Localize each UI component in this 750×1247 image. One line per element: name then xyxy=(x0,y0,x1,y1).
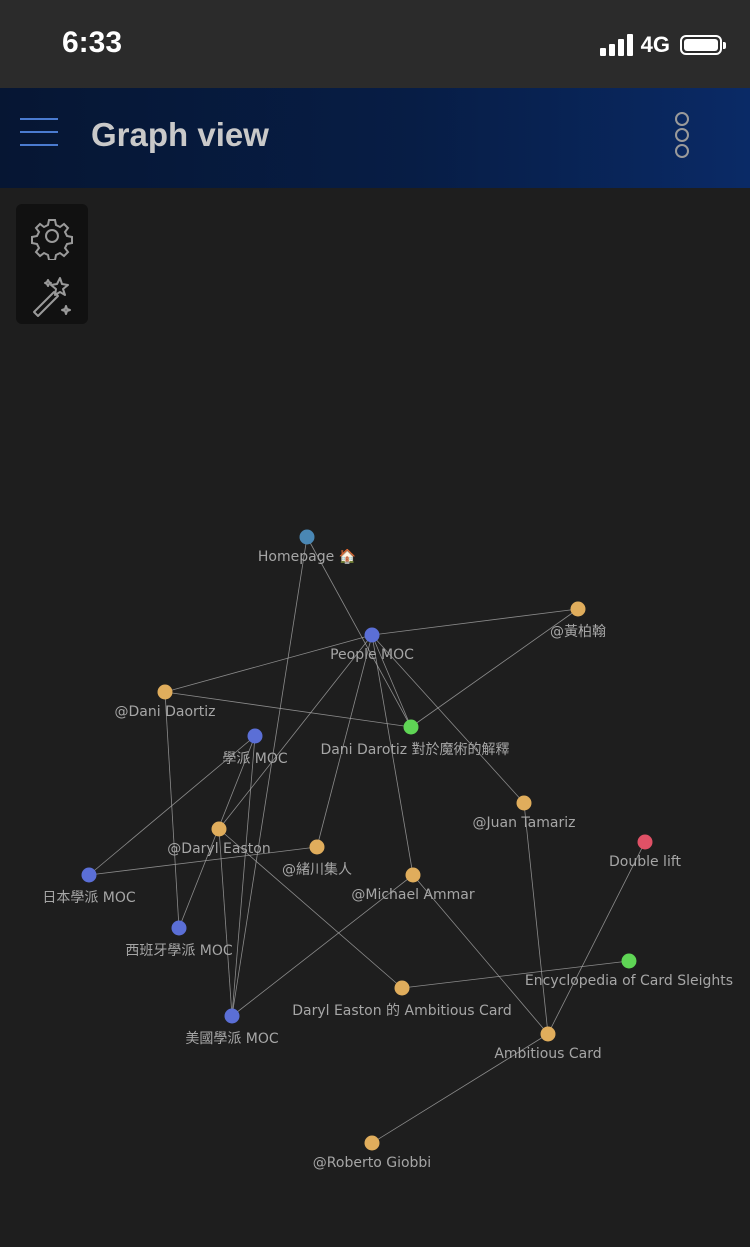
graph-node-label: Daryl Easton 的 Ambitious Card xyxy=(292,1003,512,1019)
graph-canvas[interactable]: Homepage 🏠 People MOC @黃柏翰 @Dani Daortiz Dan… xyxy=(0,188,750,1247)
graph-toolbox xyxy=(16,204,88,324)
status-indicators: 4G xyxy=(599,30,726,60)
graph-node-darotiz[interactable] xyxy=(403,719,419,735)
graph-edge xyxy=(371,634,525,804)
graph-node-ogawa[interactable] xyxy=(309,839,325,855)
graph-node-label: Dani Darotiz 對於魔術的解釋 xyxy=(320,742,510,758)
graph-node-japan[interactable] xyxy=(81,867,97,883)
graph-node-usa[interactable] xyxy=(224,1008,240,1024)
graph-node-huang[interactable] xyxy=(570,601,586,617)
graph-nodes xyxy=(81,529,653,1151)
graph-node-encyclopedia[interactable] xyxy=(621,953,637,969)
graph-node-xuepai[interactable] xyxy=(247,728,263,744)
graph-node-daortiz[interactable] xyxy=(157,684,173,700)
graph-edge xyxy=(306,536,412,728)
graph-node-doublelift[interactable] xyxy=(637,834,653,850)
graph-edge xyxy=(371,1033,549,1144)
graph-node-easton_ac[interactable] xyxy=(394,980,410,996)
graph-node-ambitious[interactable] xyxy=(540,1026,556,1042)
graph-node-label: @Roberto Giobbi xyxy=(312,1155,432,1171)
network-type: 4G xyxy=(640,32,670,57)
graph-node-label: 日本學派 MOC xyxy=(42,890,136,906)
graph-edge xyxy=(218,828,233,1017)
vertical-dots-icon[interactable] xyxy=(668,110,696,166)
graph-node-homepage[interactable] xyxy=(299,529,315,545)
graph-edge xyxy=(164,634,373,693)
graph-node-label: Double lift xyxy=(608,854,682,870)
graph-node-giobbi[interactable] xyxy=(364,1135,380,1151)
graph-node-people[interactable] xyxy=(364,627,380,643)
graph-node-label: 美國學派 MOC xyxy=(185,1031,279,1047)
graph-edge xyxy=(231,874,414,1017)
graph-node-label: Homepage 🏠 xyxy=(257,549,357,565)
graph-edge xyxy=(523,802,549,1035)
status-time: 6:33 xyxy=(62,26,123,59)
graph-edge xyxy=(164,691,180,929)
graph-node-label: @黃柏翰 xyxy=(550,624,606,640)
graph-edge xyxy=(410,608,579,728)
status-bar: 6:33 4G xyxy=(0,0,750,88)
graph-edge xyxy=(231,536,308,1017)
graph-node-label: @Juan Tamariz xyxy=(472,815,576,831)
graph-edge xyxy=(88,735,256,876)
graph-node-tamariz[interactable] xyxy=(516,795,532,811)
graph-edge xyxy=(88,846,318,876)
gear-icon[interactable] xyxy=(28,212,76,261)
graph-node-label: People MOC xyxy=(330,647,414,663)
graph-svg[interactable] xyxy=(0,188,750,1247)
graph-node-ammar[interactable] xyxy=(405,867,421,883)
battery-icon xyxy=(680,35,726,55)
graph-edge xyxy=(316,634,373,848)
hamburger-menu-icon[interactable] xyxy=(20,118,60,148)
graph-edge xyxy=(371,634,412,728)
graph-edge xyxy=(371,608,579,636)
graph-node-label: 學派 MOC xyxy=(222,751,288,767)
graph-edge xyxy=(412,874,549,1035)
magic-wand-icon[interactable] xyxy=(28,272,76,320)
graph-node-label: @Daryl Easton xyxy=(167,841,271,857)
graph-node-easton[interactable] xyxy=(211,821,227,837)
graph-edge xyxy=(164,691,412,728)
graph-node-label: Encyclopedia of Card Sleights xyxy=(524,973,734,989)
graph-node-label: 西班牙學派 MOC xyxy=(125,943,233,959)
graph-edge xyxy=(401,960,630,989)
app-header: Graph view xyxy=(0,88,750,188)
graph-edge xyxy=(231,735,256,1017)
graph-node-label: @緒川集人 xyxy=(282,862,352,878)
graph-node-label: Ambitious Card xyxy=(494,1046,602,1062)
page-title: Graph view xyxy=(91,116,269,153)
graph-edge xyxy=(218,634,373,830)
signal-icon xyxy=(599,34,633,56)
graph-edge xyxy=(547,841,646,1035)
graph-node-spain[interactable] xyxy=(171,920,187,936)
graph-node-label: @Dani Daortiz xyxy=(114,704,216,720)
graph-node-label: @Michael Ammar xyxy=(351,887,475,903)
graph-edge xyxy=(371,634,414,876)
